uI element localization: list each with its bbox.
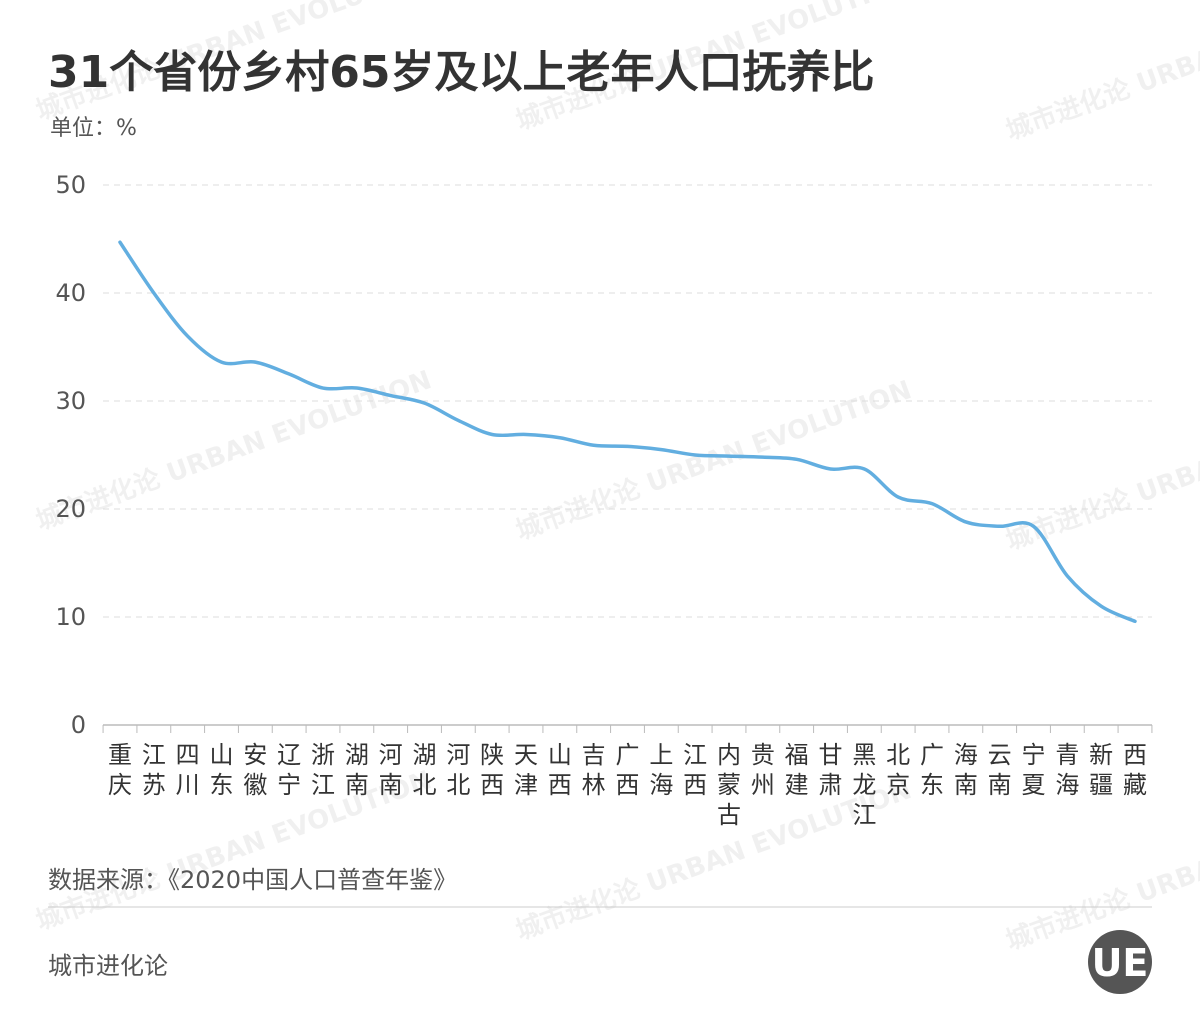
x-tick-label: 江西 xyxy=(683,741,708,799)
x-tick-label: 甘肃 xyxy=(818,741,843,799)
x-tick-label: 黑龙江 xyxy=(852,741,877,829)
x-tick-label: 浙江 xyxy=(311,741,335,799)
x-tick-label: 西藏 xyxy=(1123,741,1147,799)
y-tick-label: 0 xyxy=(71,711,86,739)
x-tick-label: 重庆 xyxy=(108,741,132,799)
watermark: 城市进化论 URBAN EVOLUTION xyxy=(1002,384,1200,556)
logo-text: UE xyxy=(1092,941,1149,985)
x-tick-label: 海南 xyxy=(953,741,978,799)
source: 数据来源：《2020中国人口普查年鉴》 xyxy=(48,866,458,894)
y-tick-label: 20 xyxy=(55,495,86,523)
watermark: 城市进化论 URBAN EVOLUTION xyxy=(512,374,916,546)
y-tick-label: 50 xyxy=(55,171,86,199)
y-tick-label: 30 xyxy=(55,387,86,415)
x-tick-label: 北京 xyxy=(886,741,911,799)
x-tick-label: 天津 xyxy=(514,741,538,799)
logo xyxy=(1088,930,1152,994)
x-tick-label: 河南 xyxy=(378,741,403,799)
x-tick-label: 陕西 xyxy=(480,741,505,799)
x-tick-label: 福建 xyxy=(784,741,809,799)
x-tick-label: 广东 xyxy=(920,741,944,799)
x-tick-label: 山东 xyxy=(209,741,234,799)
y-tick-label: 40 xyxy=(55,279,86,307)
chart-title: 31个省份乡村65岁及以上老年人口抚养比 xyxy=(48,47,875,98)
unit-label: 单位：% xyxy=(50,116,137,141)
x-tick-label: 新疆 xyxy=(1089,741,1114,799)
x-tick-label: 河北 xyxy=(446,741,471,799)
x-tick-label: 上海 xyxy=(649,741,674,799)
x-tick-label: 广西 xyxy=(615,741,640,799)
watermark: 城市进化论 URBAN EVOLUTION xyxy=(1002,0,1200,147)
x-tick-label: 吉林 xyxy=(581,741,606,799)
x-tick-label: 湖北 xyxy=(412,741,437,799)
x-tick-label: 宁夏 xyxy=(1021,741,1046,799)
x-tick-label: 安徽 xyxy=(243,741,268,799)
x-tick-label: 内蒙古 xyxy=(717,741,741,829)
x-tick-label: 山西 xyxy=(547,741,572,799)
watermark: 城市进化论 URBAN EVOLUTION xyxy=(32,764,436,936)
x-tick-label: 云南 xyxy=(987,741,1012,799)
x-tick-label: 青海 xyxy=(1055,741,1080,799)
x-tick-label: 湖南 xyxy=(344,741,369,799)
data-line xyxy=(118,240,1137,624)
x-tick-label: 江苏 xyxy=(141,741,166,799)
footer: 城市进化论 xyxy=(48,952,168,980)
y-tick-label: 10 xyxy=(55,603,86,631)
watermark: 城市进化论 URBAN EVOLUTION xyxy=(1002,784,1200,956)
x-tick-label: 四川 xyxy=(175,741,200,799)
x-tick-label: 贵州 xyxy=(750,741,775,799)
x-tick-label: 辽宁 xyxy=(277,741,302,799)
